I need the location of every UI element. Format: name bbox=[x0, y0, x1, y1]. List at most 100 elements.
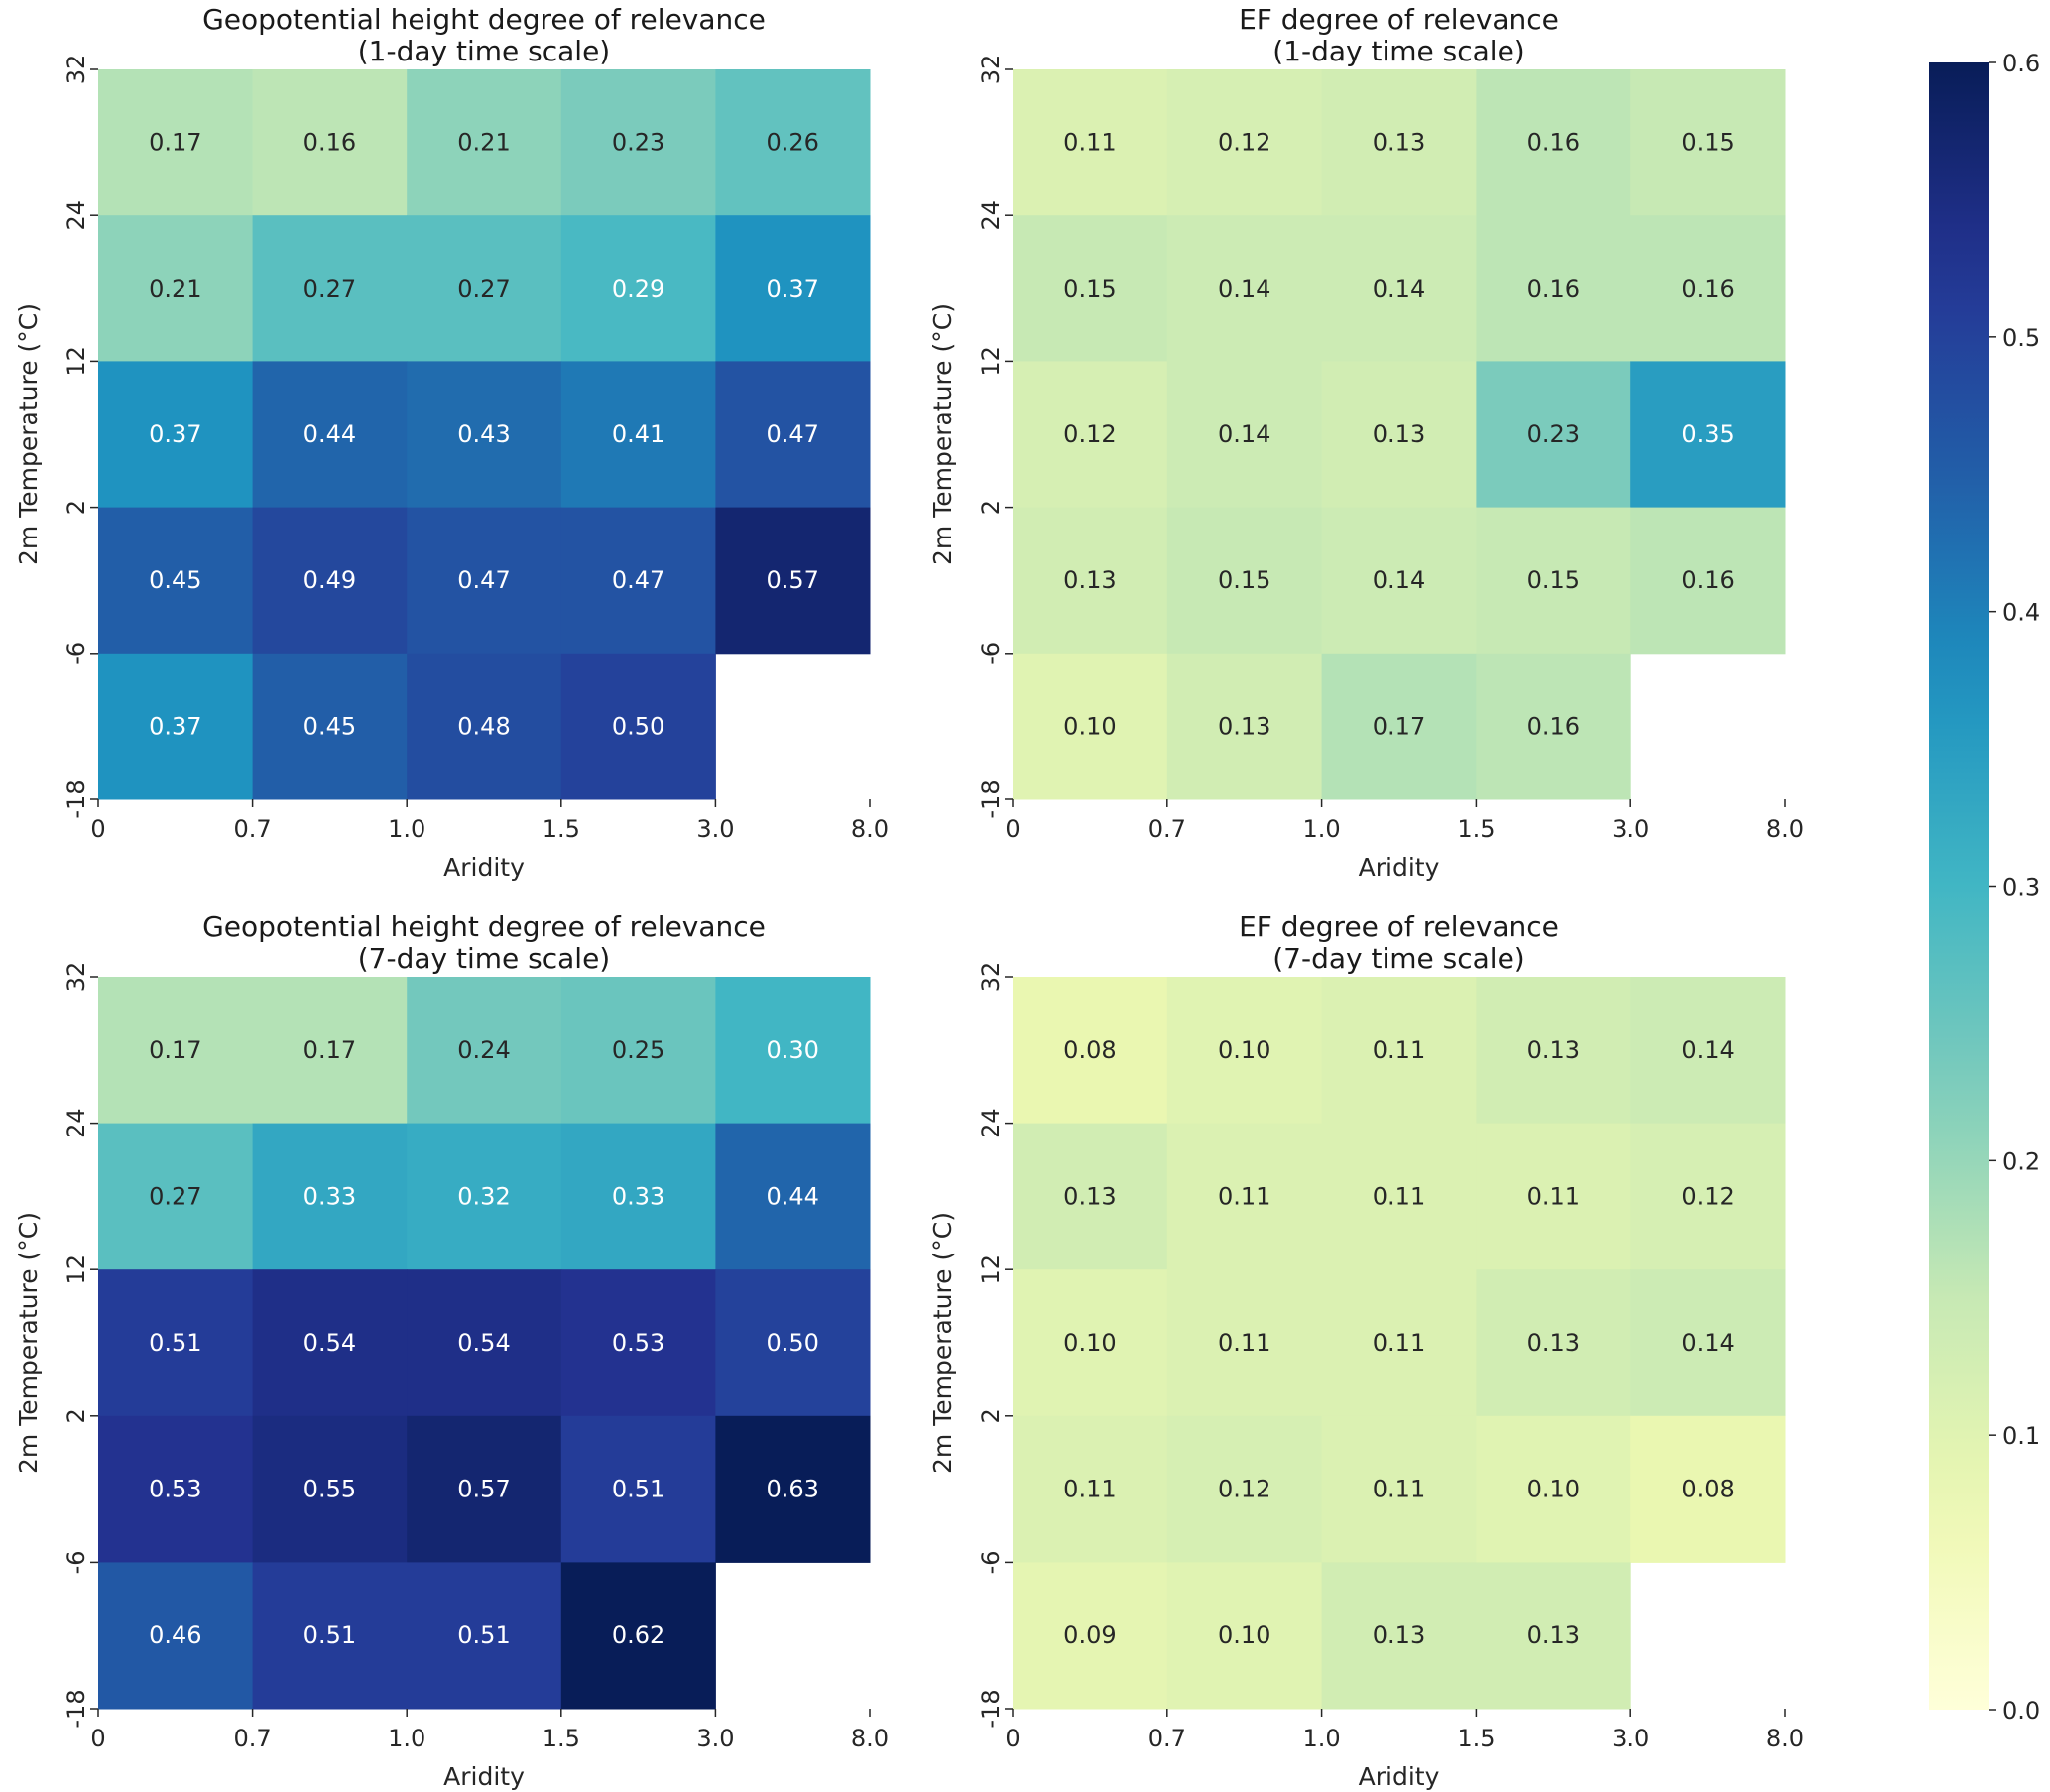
y-tick-label: -6 bbox=[977, 1550, 1005, 1574]
cell-value-label: 0.11 bbox=[1373, 1329, 1425, 1357]
heatmap-cell bbox=[560, 507, 716, 655]
cell-value-label: 0.27 bbox=[303, 275, 356, 302]
cell-value-label: 0.16 bbox=[1681, 566, 1734, 594]
x-tick-label: 0.7 bbox=[234, 815, 272, 843]
y-axis-label: 2m Temperature (°C) bbox=[14, 303, 43, 565]
cell-value-label: 0.16 bbox=[303, 129, 356, 157]
heatmap-cell bbox=[98, 69, 254, 216]
cell-value-label: 0.11 bbox=[1063, 1476, 1116, 1503]
cell-value-label: 0.37 bbox=[766, 275, 818, 302]
heatmap-cell bbox=[1166, 653, 1323, 800]
cell-value-label: 0.15 bbox=[1527, 566, 1580, 594]
cell-value-label: 0.47 bbox=[612, 566, 664, 594]
y-tick-label: 2 bbox=[977, 1408, 1005, 1423]
cell-value-label: 0.10 bbox=[1063, 712, 1116, 740]
heatmap-cell bbox=[407, 361, 562, 509]
cell-value-label: 0.13 bbox=[1373, 1621, 1425, 1649]
cell-value-label: 0.45 bbox=[303, 712, 356, 740]
x-tick-label: 0 bbox=[1005, 1725, 1020, 1752]
panel-title-line2: (1-day time scale) bbox=[1272, 35, 1524, 67]
heatmap-cell bbox=[715, 1123, 871, 1270]
heatmap-cell bbox=[407, 507, 562, 655]
cell-value-label: 0.10 bbox=[1218, 1621, 1270, 1649]
x-tick-label: 1.0 bbox=[1303, 815, 1341, 843]
colorbar-tick-label: 0.3 bbox=[2002, 874, 2040, 901]
cell-value-label: 0.13 bbox=[1373, 420, 1425, 448]
cell-value-label: 0.51 bbox=[457, 1621, 510, 1649]
heatmap-cell bbox=[1166, 977, 1323, 1125]
heatmap-cell bbox=[1321, 653, 1477, 800]
heatmap-cell bbox=[1166, 1562, 1323, 1710]
x-tick-label: 8.0 bbox=[1766, 815, 1804, 843]
x-tick-label: 0 bbox=[90, 1725, 105, 1752]
heatmap-cell bbox=[407, 1562, 562, 1710]
cell-value-label: 0.51 bbox=[612, 1476, 664, 1503]
heatmap-cell bbox=[1321, 69, 1477, 216]
y-tick-label: 32 bbox=[62, 55, 90, 85]
heatmap-cell bbox=[1630, 215, 1786, 362]
y-tick-label: 2 bbox=[62, 1408, 90, 1423]
cell-value-label: 0.14 bbox=[1373, 275, 1425, 302]
heatmap-cell bbox=[1630, 1123, 1786, 1270]
panel-title-line1: Geopotential height degree of relevance bbox=[202, 910, 766, 943]
cell-value-label: 0.62 bbox=[612, 1621, 664, 1649]
cell-value-label: 0.23 bbox=[1527, 420, 1580, 448]
heatmap-cell bbox=[1321, 1415, 1477, 1563]
heatmap-cell bbox=[252, 507, 408, 655]
heatmap-cell bbox=[1630, 1415, 1786, 1563]
heatmap-cell bbox=[98, 977, 254, 1125]
cell-value-label: 0.21 bbox=[149, 275, 201, 302]
cell-value-label: 0.53 bbox=[612, 1329, 664, 1357]
x-tick-label: 3.0 bbox=[1612, 1725, 1649, 1752]
cell-value-label: 0.11 bbox=[1373, 1182, 1425, 1210]
colorbar: 0.0 0.1 0.2 0.3 0.4 0.5 0.6 bbox=[1929, 50, 2040, 1725]
x-tick-label: 8.0 bbox=[1766, 1725, 1804, 1752]
heatmap-cell bbox=[560, 1269, 716, 1417]
heatmap-cell bbox=[1166, 507, 1323, 655]
heatmap-cell bbox=[252, 1269, 408, 1417]
heatmap-cell bbox=[1013, 1123, 1168, 1270]
cell-value-label: 0.17 bbox=[1373, 712, 1425, 740]
colorbar-tick-label: 0.0 bbox=[2002, 1697, 2040, 1725]
x-tick-label: 3.0 bbox=[696, 815, 734, 843]
heatmap-cell bbox=[1013, 653, 1168, 800]
cell-value-label: 0.46 bbox=[149, 1621, 201, 1649]
y-tick-label: 32 bbox=[977, 55, 1005, 85]
heatmap-cell bbox=[252, 977, 408, 1125]
heatmap-cell bbox=[98, 1269, 254, 1417]
cell-value-label: 0.11 bbox=[1527, 1182, 1580, 1210]
y-axis-label: 2m Temperature (°C) bbox=[928, 1212, 957, 1474]
heatmap-cell bbox=[98, 215, 254, 362]
cell-value-label: 0.26 bbox=[766, 129, 818, 157]
cell-value-label: 0.44 bbox=[303, 420, 356, 448]
panel-title-line2: (7-day time scale) bbox=[1272, 942, 1524, 975]
heatmap-cell bbox=[1321, 361, 1477, 509]
cell-value-label: 0.11 bbox=[1063, 129, 1116, 157]
y-tick-label: 2 bbox=[977, 500, 1005, 515]
heatmap-cell bbox=[715, 215, 871, 362]
heatmap-cell bbox=[1476, 1123, 1631, 1270]
y-tick-label: -18 bbox=[977, 1689, 1005, 1728]
heatmap-cell bbox=[715, 1269, 871, 1417]
heatmap-cell bbox=[1476, 977, 1631, 1125]
x-tick-label: 3.0 bbox=[1612, 815, 1649, 843]
x-tick-label: 1.5 bbox=[543, 1725, 580, 1752]
heatmap-cell bbox=[715, 507, 871, 655]
y-tick-label: -6 bbox=[62, 642, 90, 665]
y-tick-label: 24 bbox=[62, 200, 90, 231]
cell-value-label: 0.15 bbox=[1063, 275, 1116, 302]
heatmap-cell bbox=[560, 653, 716, 800]
panel-title-line1: Geopotential height degree of relevance bbox=[202, 3, 766, 36]
y-tick-label: 24 bbox=[62, 1108, 90, 1138]
x-axis-label: Aridity bbox=[1359, 853, 1440, 882]
cell-value-label: 0.51 bbox=[303, 1621, 356, 1649]
heatmap-cell bbox=[560, 1123, 716, 1270]
heatmap-cell bbox=[1166, 1123, 1323, 1270]
heatmap-cell bbox=[252, 1415, 408, 1563]
heatmap-panels: 0.17 0.16 0.21 0.23 0.26 0.21 0.27 0.27 0.29 0.37… bbox=[14, 3, 1804, 1791]
heatmap-cell bbox=[98, 1415, 254, 1563]
x-tick-label: 1.5 bbox=[1457, 815, 1495, 843]
heatmap-cell bbox=[407, 215, 562, 362]
heatmap-cell bbox=[1321, 215, 1477, 362]
y-tick-label: 12 bbox=[977, 346, 1005, 377]
